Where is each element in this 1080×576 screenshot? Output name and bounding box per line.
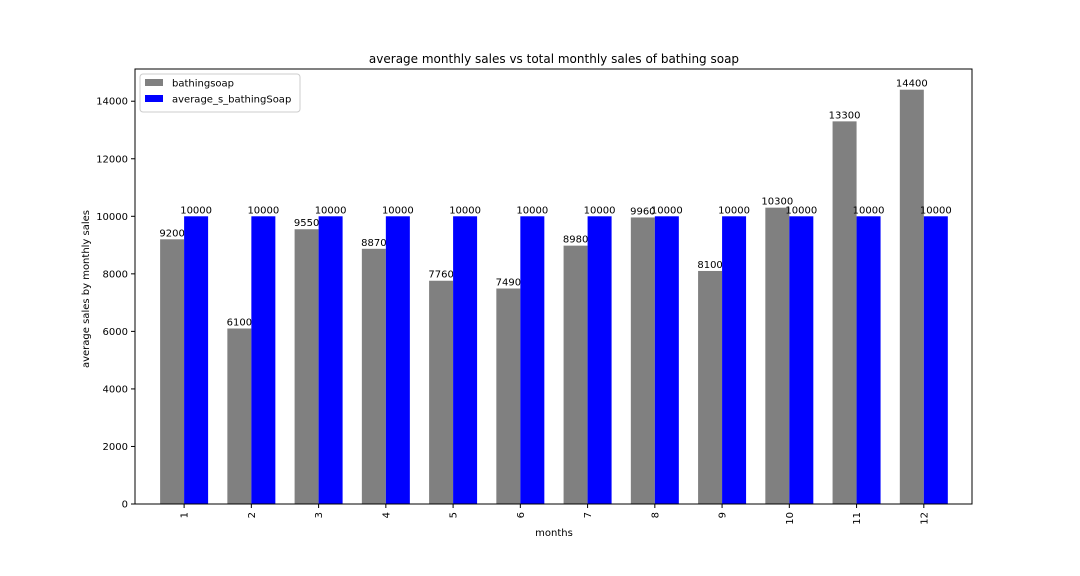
bar-average-2 [251,216,276,505]
bar-bathingsoap-12 [899,89,924,504]
data-label: 10000 [853,205,885,216]
y-tick-label: 8000 [103,269,128,280]
legend-label-bathingsoap: bathingsoap [172,79,234,90]
x-tick-label: 4 [381,512,392,518]
plot-frame [134,68,973,505]
chart-title: average monthly sales vs total monthly s… [369,52,739,66]
y-tick-label: 6000 [103,327,128,338]
data-label: 7760 [428,270,453,281]
bar-bathingsoap-1 [160,239,185,505]
bar-bathingsoap-7 [563,245,588,504]
data-label: 7490 [496,278,521,289]
data-label: 8980 [563,235,588,246]
y-tick-label: 0 [122,500,128,511]
y-tick-label: 14000 [96,97,128,108]
bar-average-9 [722,216,747,505]
bar-average-11 [856,216,881,505]
y-tick-label: 4000 [103,384,128,395]
legend-box [139,73,301,113]
data-label: 13300 [829,110,861,121]
bar-average-5 [453,216,478,505]
data-label: 10000 [785,205,817,216]
data-label: 8870 [361,238,386,249]
y-axis-label: average sales by monthly sales [81,210,92,368]
data-label: 10300 [761,197,793,208]
x-tick-label: 12 [919,512,930,525]
x-tick-label: 6 [516,512,527,518]
bar-average-8 [654,216,679,505]
x-tick-label: 11 [852,512,863,525]
x-tick-label: 7 [583,512,594,518]
y-tick-label: 10000 [96,212,128,223]
x-tick-label: 1 [180,512,191,518]
plot-area: 9200610095508870776074908980996081001030… [96,68,973,525]
legend-label-average: average_s_bathingSoap [172,95,291,106]
data-label: 10000 [920,205,952,216]
bar-bathingsoap-3 [294,229,319,504]
bar-bathingsoap-9 [698,270,723,504]
bar-average-12 [923,216,948,505]
x-tick-label: 9 [718,512,729,518]
legend-swatch-bathingsoap [145,79,163,86]
bar-average-3 [318,216,343,505]
data-label: 10000 [718,205,750,216]
data-label: 10000 [315,205,347,216]
data-label: 10000 [516,205,548,216]
y-tick-label: 12000 [96,154,128,165]
bar-bathingsoap-5 [429,280,454,504]
bar-bathingsoap-10 [765,207,790,504]
bar-bathingsoap-2 [227,328,252,504]
bar-bathingsoap-6 [496,288,521,504]
bar-average-6 [520,216,545,505]
data-label: 10000 [449,205,481,216]
data-label: 9200 [159,228,184,239]
data-label: 9960 [630,206,655,217]
bar-bathingsoap-11 [832,121,857,504]
data-label: 10000 [382,205,414,216]
data-label: 8100 [697,260,722,271]
bar-bathingsoap-8 [630,217,655,504]
data-label: 10000 [651,205,683,216]
x-tick-label: 10 [785,512,796,525]
x-tick-label: 3 [314,512,325,518]
x-axis-label: months [535,528,573,539]
x-tick-label: 2 [247,512,258,518]
data-label: 14400 [896,79,928,90]
x-tick-label: 5 [449,512,460,518]
bar-average-7 [587,216,612,505]
bar-average-4 [385,216,410,505]
y-tick-label: 2000 [103,442,128,453]
data-label: 10000 [180,205,212,216]
legend-swatch-average [145,95,163,102]
x-tick-label: 8 [650,512,661,518]
data-label: 6100 [227,318,252,329]
bar-bathingsoap-4 [361,248,386,504]
bar-average-1 [184,216,209,505]
bar-average-10 [789,216,814,505]
data-label: 10000 [247,205,279,216]
data-label: 10000 [584,205,616,216]
data-label: 9550 [294,218,319,229]
